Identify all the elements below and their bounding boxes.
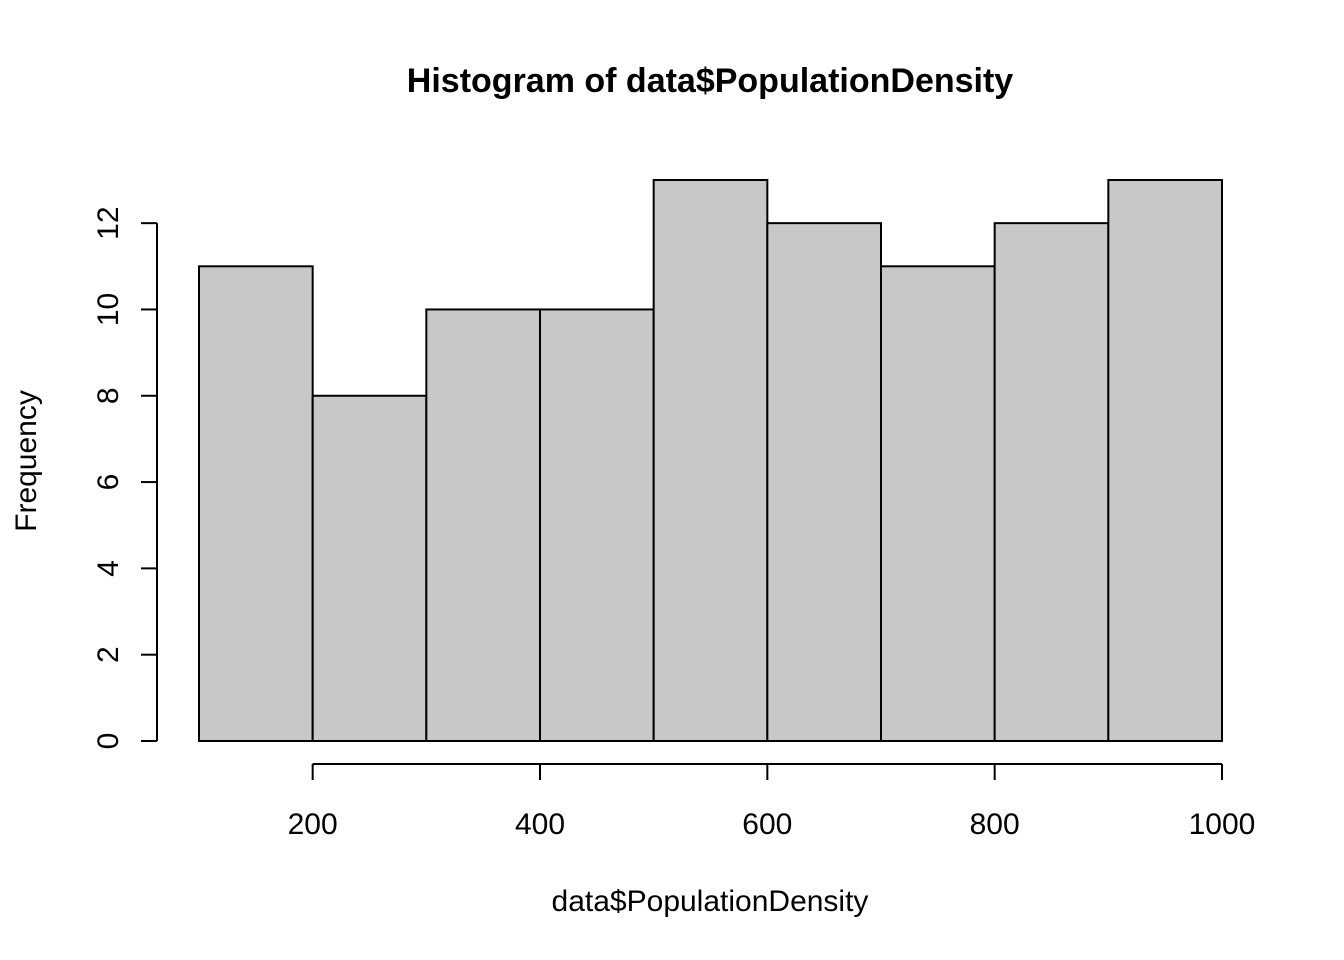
histogram-bar-300-400 [425,308,542,742]
histogram-bar-200-300 [311,394,428,742]
histogram-bar-500-600 [652,179,769,742]
chart-title: Histogram of data$PopulationDensity [407,62,1013,100]
histogram-bar-800-900 [993,222,1110,742]
x-axis-label: data$PopulationDensity [552,885,869,918]
histogram-bar-700-800 [880,265,996,742]
y-tick-label-12: 12 [92,206,125,239]
x-tick-label-400: 400 [515,808,565,841]
x-tick-label-600: 600 [742,808,792,841]
y-tick-label-4: 4 [92,560,125,577]
y-tick-label-2: 2 [92,646,125,663]
y-axis-label: Frequency [10,390,43,532]
y-tick-label-0: 0 [92,733,125,750]
y-axis: 0 2 4 6 8 10 12 [92,206,158,750]
y-tick-label-10: 10 [92,293,125,326]
y-tick-label-6: 6 [92,474,125,491]
x-tick-label-800: 800 [970,808,1020,841]
x-tick-label-1000: 1000 [1189,808,1256,841]
y-tick-label-8: 8 [92,387,125,404]
histogram-bar-900-1000 [1107,179,1224,742]
x-tick-label-200: 200 [288,808,338,841]
histogram-bar-600-700 [766,222,882,742]
x-axis: 200 400 600 800 1000 [288,763,1256,841]
histogram-bar-100-200 [198,265,314,742]
histogram-bar-400-500 [539,308,655,742]
bars-group [198,179,1224,742]
